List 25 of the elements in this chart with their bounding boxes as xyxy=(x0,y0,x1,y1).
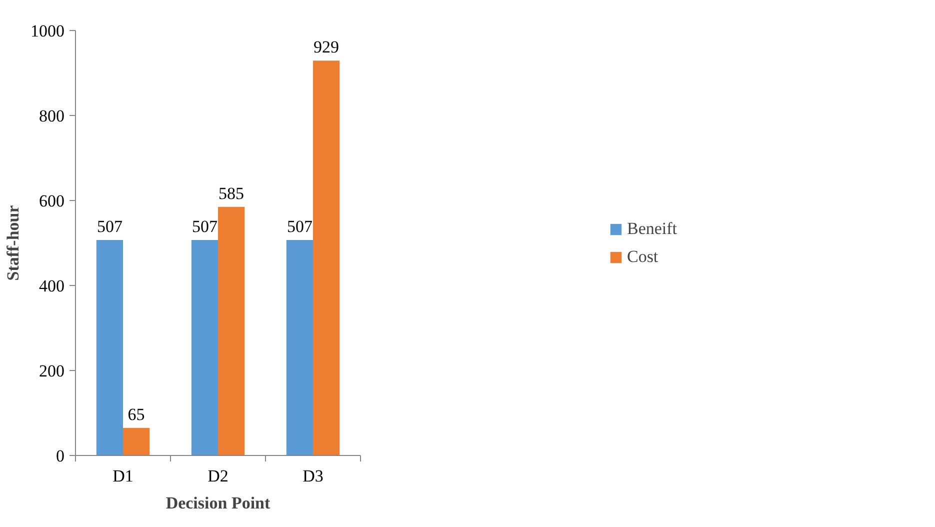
x-axis-title: Decision Point xyxy=(166,494,271,512)
y-axis-title: Staff-hour xyxy=(4,204,22,281)
y-tick-label: 800 xyxy=(39,106,64,126)
data-label: 507 xyxy=(192,217,218,236)
y-tick-label: 0 xyxy=(56,446,64,466)
bar xyxy=(123,428,150,456)
bar xyxy=(218,206,245,456)
data-label: 507 xyxy=(96,217,123,236)
bar xyxy=(96,240,123,456)
legend-label: Beneift xyxy=(626,218,678,238)
x-tick-label: D2 xyxy=(208,466,228,486)
bar xyxy=(313,60,340,456)
data-label: 929 xyxy=(314,38,340,57)
y-tick-label: 400 xyxy=(39,276,64,296)
y-tick-label: 1000 xyxy=(30,22,64,40)
legend-label: Cost xyxy=(626,246,658,266)
y-tick-label: 200 xyxy=(39,362,64,380)
bar xyxy=(286,240,313,456)
y-tick-label: 600 xyxy=(39,192,64,210)
data-label: 585 xyxy=(218,184,244,203)
x-tick-label: D1 xyxy=(112,466,134,486)
x-tick-label: D3 xyxy=(302,466,324,486)
bar xyxy=(191,240,218,456)
data-label: 65 xyxy=(128,404,145,424)
data-label: 507 xyxy=(286,217,313,236)
